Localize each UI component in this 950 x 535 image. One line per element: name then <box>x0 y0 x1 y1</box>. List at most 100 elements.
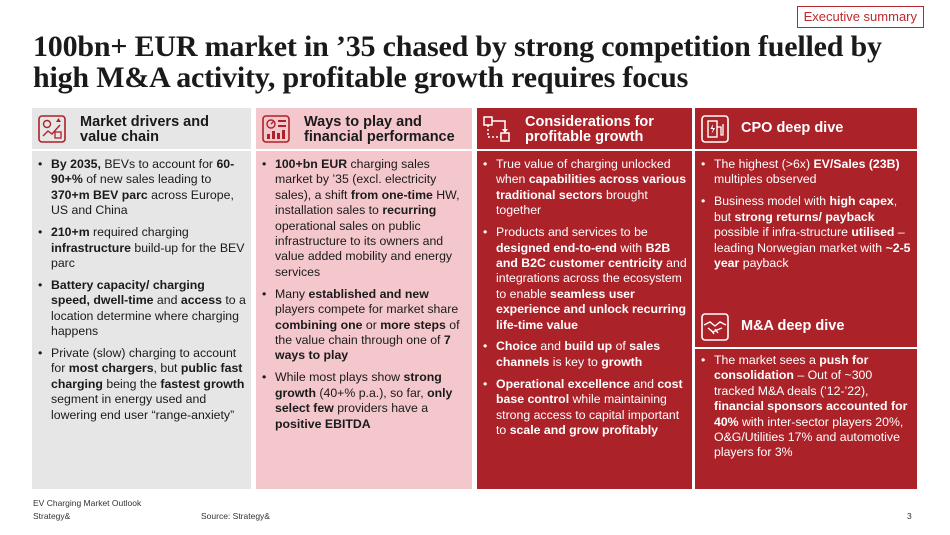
text: is key to <box>549 354 602 369</box>
bold-text: fastest growth <box>160 376 245 391</box>
bold-text: growth <box>601 354 643 369</box>
page-title: 100bn+ EUR market in ’35 chased by stron… <box>33 30 882 94</box>
text: operational sales on public infrastructu… <box>275 218 453 279</box>
company-name: Strategy& <box>33 511 71 521</box>
bold-text: By 2035, <box>51 157 101 171</box>
bullet-item: Battery capacity/ charging speed, dwell-… <box>37 278 247 340</box>
bullet-item: Products and services to be designed end… <box>482 225 688 333</box>
text: of the value chain through one of <box>275 317 460 347</box>
ways-to-play-panel: Ways to play and financial performance 1… <box>256 108 472 489</box>
bullet-item: The highest (>6x) EV/Sales (23B) multipl… <box>700 157 913 188</box>
text: of new sales leading to <box>82 172 212 187</box>
panel-header: Ways to play and financial performance <box>256 108 472 151</box>
panel-header: Considerations for profitable growth <box>477 108 692 151</box>
bold-text: established and new <box>308 286 429 301</box>
bold-text: Battery capacity/ charging speed, dwell-… <box>51 277 205 308</box>
text: and integrations across the ecosystem to… <box>496 255 687 301</box>
text: Business model with <box>714 194 830 209</box>
bold-text: push for consolidation <box>714 353 869 383</box>
bullet-list: True value of charging unlocked when cap… <box>482 157 688 445</box>
market-drivers-panel: Market drivers and value chain By 2035, … <box>32 108 251 489</box>
text: across Europe, US and China <box>51 187 234 218</box>
bold-text: strong returns/ payback <box>734 209 875 224</box>
text: brought together <box>496 187 648 218</box>
text: , but <box>714 194 898 224</box>
text: or <box>362 317 381 332</box>
bold-text: 370+m BEV parc <box>51 187 148 202</box>
bold-text: Operational excellence <box>496 376 630 391</box>
bullet-item: While most plays show strong growth (40+… <box>261 370 468 432</box>
bold-text: designed end-to-end <box>496 240 617 255</box>
bold-text: financial sponsors accounted for 40% <box>714 399 908 429</box>
bold-text: most chargers <box>68 361 154 376</box>
bold-text: 7 ways to play <box>275 332 451 363</box>
panel-header: Market drivers and value chain <box>32 108 251 151</box>
text: charging sales market by ’35 (excl. elec… <box>275 157 437 202</box>
bold-text: high capex <box>829 194 894 209</box>
bold-text: only select few <box>275 385 453 416</box>
handshake-icon <box>701 313 729 341</box>
section-tag: Executive summary <box>796 6 924 28</box>
bullet-item: 100+bn EUR charging sales market by ’35 … <box>261 157 468 280</box>
bold-text: 60-90+% <box>51 157 235 187</box>
dashboard-icon <box>262 115 290 143</box>
source-note: Source: Strategy& <box>201 511 270 521</box>
bold-text: cost base control <box>496 376 683 407</box>
text: build-up for the BEV parc <box>51 240 245 270</box>
text: players compete for market share <box>275 302 459 317</box>
flowchart-icon <box>483 116 510 142</box>
bold-text: 100+bn EUR <box>275 157 348 171</box>
panel-heading: Market drivers and value chain <box>80 114 209 145</box>
bullet-item: Private (slow) charging to account for m… <box>37 346 247 423</box>
panel-heading: Considerations for profitable growth <box>525 114 654 145</box>
text: While most plays show <box>275 370 404 385</box>
panel-heading: Ways to play and financial performance <box>304 114 455 145</box>
bold-text: utilised <box>851 225 895 240</box>
bullet-item: 210+m required charging infrastructure b… <box>37 225 247 271</box>
bold-text: 210+m <box>51 225 90 240</box>
text: and <box>629 376 658 391</box>
bullet-item: The market sees a push for consolidation… <box>700 353 913 461</box>
page-number: 3 <box>907 511 912 521</box>
charging-station-icon <box>701 115 729 143</box>
text: multiples observed <box>714 172 817 187</box>
text: and <box>153 293 181 308</box>
text: while maintaining strong access to capit… <box>496 392 680 437</box>
bold-text: recurring <box>382 203 437 218</box>
bold-text: infrastructure <box>51 240 131 255</box>
text: HW, installation sales to <box>275 187 460 218</box>
section-heading: M&A deep dive <box>741 318 845 334</box>
bold-text: scale and grow profitably <box>509 423 658 437</box>
bullet-list: The market sees a push for consolidation… <box>700 353 913 467</box>
report-name: EV Charging Market Outlook <box>33 498 142 508</box>
bullet-item: By 2035, BEVs to account for 60-90+% of … <box>37 157 247 219</box>
bold-text: capabilities across various traditional … <box>496 172 687 202</box>
bold-text: build up <box>564 339 613 354</box>
text: (40+% p.a.), so far, <box>315 385 428 400</box>
bold-text: ~2-5 year <box>714 240 911 270</box>
text: True value of charging unlocked when <box>496 157 671 187</box>
bullet-item: Choice and build up of sales channels is… <box>482 339 688 370</box>
text: , but <box>153 361 181 376</box>
bullet-item: Operational excellence and cost base con… <box>482 377 688 439</box>
bold-text: B2B and B2C customer centricity <box>496 240 671 270</box>
bullet-item: Business model with high capex, but stro… <box>700 194 913 271</box>
text: – Out of ~300 tracked M&A deals (’12-’22… <box>714 368 873 398</box>
bold-text: more steps <box>380 317 446 332</box>
market-chart-icon <box>38 115 66 143</box>
text: – leading Norwegian market with <box>714 225 905 255</box>
bold-text: seamless user experience and unlock recu… <box>496 286 686 332</box>
bold-text: positive EBITDA <box>275 416 371 431</box>
deep-dive-panel: CPO deep dive The highest (>6x) EV/Sales… <box>695 108 917 489</box>
text: Many <box>275 286 309 301</box>
text: The market sees a <box>714 353 820 367</box>
bold-text: Choice <box>496 339 537 354</box>
section-heading: CPO deep dive <box>741 120 844 136</box>
bold-text: combining one <box>275 317 363 332</box>
cpo-header: CPO deep dive <box>695 108 917 151</box>
bold-text: sales channels <box>496 339 661 369</box>
bullet-list: By 2035, BEVs to account for 60-90+% of … <box>37 157 247 430</box>
bold-text: EV/Sales (23B) <box>813 157 900 171</box>
text: segment in energy used and lowering end … <box>51 392 235 422</box>
text: payback <box>739 255 789 270</box>
